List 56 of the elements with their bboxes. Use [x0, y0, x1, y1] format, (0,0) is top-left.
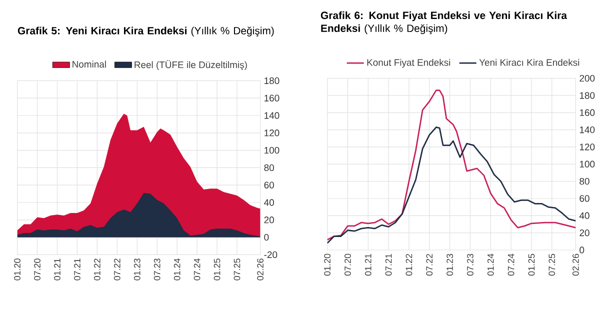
x-tick-label: 07.20	[344, 254, 351, 276]
chart-title: Grafik 5: Yeni Kiracı Kira Endeksi (Yıllık % Değişim)	[18, 26, 274, 37]
x-tick-label: 07.21	[74, 258, 80, 280]
y-tick-label: 160	[580, 109, 595, 116]
y-tick-label: 20	[264, 216, 274, 224]
y-tick-label: 180	[264, 77, 280, 84]
x-tick-label: 07.25	[548, 254, 556, 276]
legend-label: Yeni Kiracı Kira Endeksi	[479, 58, 580, 66]
x-tick-label: 02.26	[257, 258, 264, 280]
x-tick-label: 07.23	[154, 258, 160, 280]
x-tick-label: 01.22	[94, 258, 100, 280]
y-tick-label: 120	[580, 144, 595, 150]
y-tick-label: 20	[580, 229, 590, 236]
x-tick-label: 02.26	[572, 254, 579, 276]
x-tick-label: 01.20	[14, 258, 20, 280]
x-tick-label: 07.20	[34, 258, 40, 280]
legend-label: Nominal	[72, 60, 106, 68]
y-tick-label: 100	[264, 146, 280, 154]
y-tick-label: 60	[264, 182, 274, 188]
y-tick-label: 120	[264, 130, 280, 136]
x-tick-label: 07.25	[234, 258, 240, 280]
x-tick-label: 07.21	[385, 254, 392, 276]
x-tick-label: 07.22	[426, 254, 433, 276]
y-tick-label: 40	[264, 199, 274, 206]
y-tick-label: 60	[580, 195, 590, 202]
x-tick-label: 01.20	[324, 254, 330, 276]
y-tick-label: 100	[580, 160, 595, 168]
x-tick-label: 01.21	[364, 254, 372, 276]
x-tick-label: 01.24	[174, 258, 180, 280]
y-tick-label: 80	[264, 164, 274, 172]
y-tick-label: 40	[579, 212, 590, 220]
x-tick-label: 01.25	[214, 258, 220, 280]
legend-label: Reel (TÜFE ile Düzeltilmiş)	[134, 60, 247, 70]
line-series	[327, 90, 576, 240]
x-tick-label: 07.24	[508, 254, 514, 276]
x-tick-label: 01.24	[487, 254, 494, 276]
y-tick-label: 0	[580, 246, 584, 254]
chart-title: Grafik 6: Konut Fiyat Endeksi ve Yeni Kiracı Kira Endeksi (Yıllık % Değişim)	[320, 11, 568, 34]
x-tick-label: 01.22	[406, 254, 412, 276]
x-tick-label: 07.22	[114, 258, 120, 280]
y-tick-label: 140	[580, 126, 595, 134]
y-tick-label: 160	[264, 94, 280, 102]
x-tick-label: 01.21	[54, 258, 60, 280]
y-tick-label: 140	[264, 112, 280, 119]
legend-label: Konut Fiyat Endeksi	[367, 58, 450, 68]
x-tick-label: 01.23	[134, 258, 140, 280]
y-tick-label: 0	[264, 234, 269, 241]
x-tick-label: 01.25	[528, 254, 535, 276]
y-tick-label: 80	[580, 178, 590, 185]
x-tick-label: 07.24	[194, 258, 200, 280]
y-tick-label: 200	[580, 74, 595, 82]
x-tick-label: 01.23	[446, 254, 453, 276]
line-series	[327, 126, 576, 244]
y-tick-label: 180	[580, 92, 595, 99]
x-tick-label: 07.23	[467, 254, 474, 276]
y-tick-label: -20	[264, 251, 278, 258]
